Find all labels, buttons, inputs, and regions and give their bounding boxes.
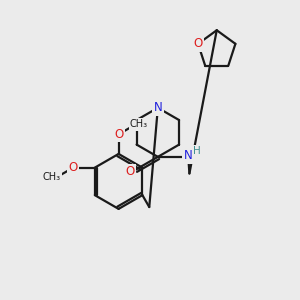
- Text: O: O: [114, 128, 123, 141]
- Text: CH₃: CH₃: [43, 172, 61, 182]
- Text: CH₃: CH₃: [130, 119, 148, 130]
- Text: O: O: [125, 165, 134, 178]
- Text: N: N: [154, 101, 162, 114]
- Text: O: O: [69, 161, 78, 174]
- Text: N: N: [184, 149, 193, 162]
- Text: H: H: [193, 146, 201, 156]
- Text: O: O: [194, 37, 203, 50]
